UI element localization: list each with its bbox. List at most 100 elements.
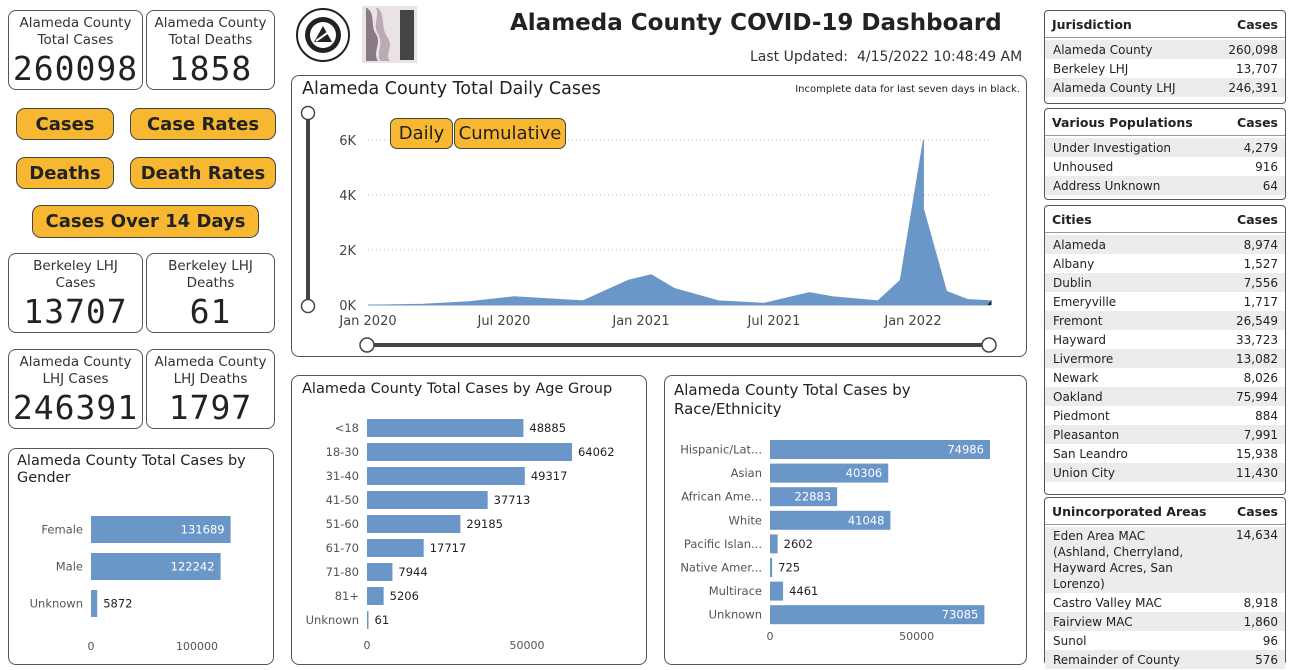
category-label: 71-80 [326, 565, 359, 579]
category-label: 61-70 [326, 541, 359, 555]
row-cases: 1,860 [1243, 614, 1278, 629]
table-row[interactable]: Union City 11,430 [1045, 463, 1285, 482]
daily-toggle-button[interactable]: Daily [390, 118, 453, 149]
row-name: Alameda County [1053, 42, 1153, 57]
category-label: Multirace [709, 584, 762, 598]
bar [367, 611, 369, 629]
kpi-label: Alameda County LHJ Cases [19, 354, 132, 387]
bar [367, 563, 393, 581]
row-cases: 8,974 [1243, 237, 1278, 252]
table-row[interactable]: Livermore 13,082 [1045, 349, 1285, 368]
horizontal-slider-right-handle[interactable] [981, 337, 997, 353]
table-row[interactable]: Unhoused 916 [1045, 157, 1285, 176]
category-label: <18 [335, 421, 359, 435]
bar [367, 587, 384, 605]
table-header: Unincorporated Areas Cases [1045, 498, 1285, 525]
table-row[interactable]: Remainder of County 576 [1045, 650, 1285, 669]
kpi-berkeley-cases: Berkeley LHJ Cases 13707 [8, 253, 143, 333]
table-row[interactable]: Dublin 7,556 [1045, 273, 1285, 292]
data-label: 74986 [947, 443, 984, 457]
death-rates-button[interactable]: Death Rates [130, 157, 276, 189]
kpi-value: 246391 [12, 388, 139, 427]
table-row[interactable]: Berkeley LHJ 13,707 [1045, 59, 1285, 78]
data-label: 17717 [430, 541, 467, 555]
row-cases: 7,991 [1243, 427, 1278, 442]
vertical-slider-top-handle[interactable] [300, 105, 316, 121]
case-rates-button[interactable]: Case Rates [130, 108, 276, 140]
table-row[interactable]: Alameda County LHJ 246,391 [1045, 78, 1285, 97]
table-header-cases[interactable]: Cases [1237, 503, 1278, 519]
data-label: 48885 [529, 421, 566, 435]
table-row[interactable]: Hayward 33,723 [1045, 330, 1285, 349]
table-header-name[interactable]: Various Populations [1052, 114, 1193, 130]
category-label: Female [41, 523, 83, 537]
kpi-label: Berkeley LHJ Cases [33, 258, 118, 291]
table-row[interactable]: Alameda 8,974 [1045, 235, 1285, 254]
data-label: 5206 [390, 589, 419, 603]
cases-over-14-days-button[interactable]: Cases Over 14 Days [32, 205, 259, 238]
table-row[interactable]: San Leandro 15,938 [1045, 444, 1285, 463]
daily-cases-title: Alameda County Total Daily Cases [302, 79, 601, 99]
table-row[interactable]: Castro Valley MAC 8,918 [1045, 593, 1285, 612]
y-tick-label: 2K [339, 244, 356, 259]
table-row[interactable]: Address Unknown 64 [1045, 176, 1285, 195]
table-row[interactable]: Fairview MAC 1,860 [1045, 612, 1285, 631]
row-cases: 64 [1262, 178, 1278, 193]
row-name: Alameda [1053, 237, 1106, 252]
table-header-cases[interactable]: Cases [1237, 16, 1278, 32]
bar [770, 534, 778, 554]
table-row[interactable]: Alameda County 260,098 [1045, 40, 1285, 59]
bar [770, 605, 985, 625]
bar [367, 467, 525, 485]
row-name: Fairview MAC [1053, 614, 1133, 629]
race-chart-title: Alameda County Total Cases by Race/Ethni… [674, 381, 911, 418]
table-row[interactable]: Sunol 96 [1045, 631, 1285, 650]
data-label: 40306 [846, 466, 883, 480]
row-cases: 33,723 [1236, 332, 1278, 347]
table-header-cases[interactable]: Cases [1237, 114, 1278, 130]
bar [770, 487, 838, 507]
row-cases: 246,391 [1228, 80, 1278, 95]
gender-chart: 0 100000 Female 131689 Male 122242 Unknown 5872 [30, 516, 231, 653]
table-row[interactable]: Emeryville 1,717 [1045, 292, 1285, 311]
cumulative-toggle-button[interactable]: Cumulative [454, 118, 566, 149]
table-header-cases[interactable]: Cases [1237, 211, 1278, 227]
row-cases: 884 [1255, 408, 1278, 423]
row-name: Dublin [1053, 275, 1092, 290]
cases-button[interactable]: Cases [16, 108, 114, 140]
deaths-button[interactable]: Deaths [16, 157, 114, 189]
bar [367, 419, 524, 437]
table-row[interactable]: Newark 8,026 [1045, 368, 1285, 387]
table-header-name[interactable]: Jurisdiction [1052, 16, 1132, 32]
table-row[interactable]: Eden Area MAC (Ashland, Cherryland, Hayw… [1045, 527, 1285, 593]
category-label: White [729, 513, 762, 527]
data-label: 64062 [578, 445, 615, 459]
table-header-name[interactable]: Cities [1052, 211, 1092, 227]
row-name: Sunol [1053, 633, 1087, 648]
row-name: Castro Valley MAC [1053, 595, 1162, 610]
row-cases: 13,082 [1236, 351, 1278, 366]
kpi-label: Alameda County Total Cases [19, 15, 132, 48]
vertical-slider-bottom-handle[interactable] [300, 298, 316, 314]
row-name: Newark [1053, 370, 1099, 385]
populations-table: Various Populations Cases Under Investigat… [1044, 108, 1286, 200]
y-tick-label: 6K [339, 134, 356, 149]
table-row[interactable]: Oakland 75,994 [1045, 387, 1285, 406]
table-row[interactable]: Piedmont 884 [1045, 406, 1285, 425]
bar [91, 590, 98, 617]
table-row[interactable]: Fremont 26,549 [1045, 311, 1285, 330]
table-row[interactable]: Under Investigation 4,279 [1045, 138, 1285, 157]
age-chart-title: Alameda County Total Cases by Age Group [302, 381, 613, 397]
row-name: Union City [1053, 465, 1116, 480]
jurisdiction-table: Jurisdiction Cases Alameda County 260,098 Be… [1044, 10, 1286, 104]
horizontal-slider-left-handle[interactable] [359, 337, 375, 353]
table-row[interactable]: Pleasanton 7,991 [1045, 425, 1285, 444]
kpi-label: Alameda County LHJ Deaths [154, 354, 267, 387]
table-row[interactable]: Albany 1,527 [1045, 254, 1285, 273]
data-label: 73085 [942, 608, 979, 622]
category-label: Hispanic/Lat... [680, 443, 762, 457]
daily-cases-area [368, 139, 991, 306]
table-header-name[interactable]: Unincorporated Areas [1052, 503, 1207, 519]
category-label: Male [56, 560, 83, 574]
race-chart: 0 50000 Hispanic/Lat... 74986 Asian 40306 Afri… [680, 440, 990, 643]
